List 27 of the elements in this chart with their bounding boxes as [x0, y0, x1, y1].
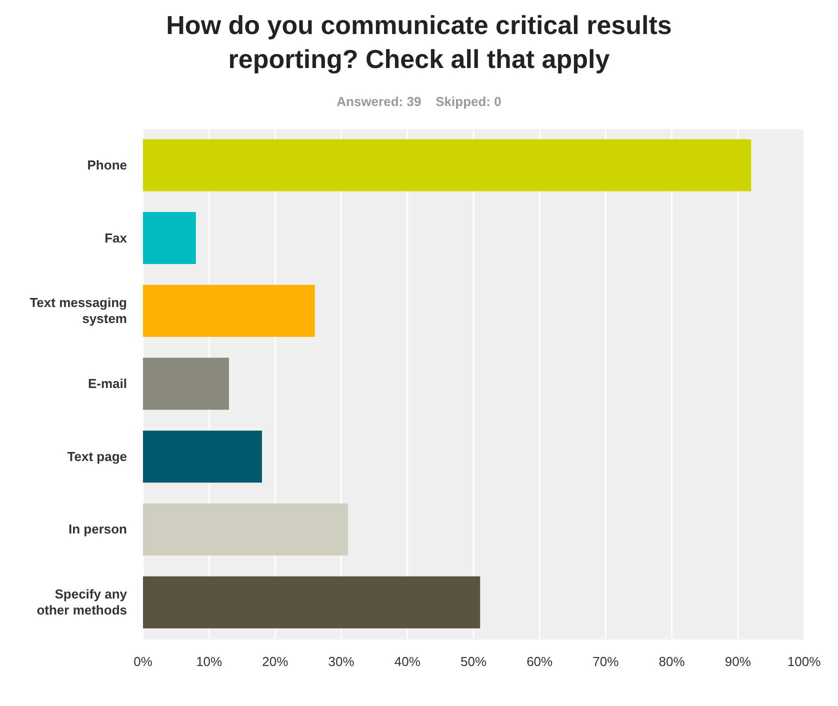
- chart-title: How do you communicate critical results reporting? Check all that apply: [165, 9, 673, 76]
- x-tick-label: 90%: [724, 654, 752, 670]
- y-tick-label: Specify any other methods: [36, 586, 128, 618]
- bar: [143, 576, 480, 628]
- bar: [143, 430, 262, 483]
- bar: [143, 284, 315, 337]
- y-tick-label: Fax: [104, 230, 128, 246]
- x-tick-label: 50%: [460, 654, 487, 670]
- x-tick-label: 0%: [134, 654, 153, 670]
- bar: [143, 212, 196, 264]
- y-tick-label: Text messaging system: [30, 295, 128, 326]
- bar: [143, 358, 229, 410]
- x-tick-label: 100%: [787, 654, 822, 670]
- x-tick-label: 40%: [394, 654, 421, 670]
- chart-subtitle: Answered: 39 Skipped: 0: [336, 94, 502, 109]
- x-tick-label: 20%: [262, 654, 289, 670]
- y-tick-label: Phone: [87, 157, 127, 172]
- x-tick-label: 60%: [526, 654, 554, 670]
- y-tick-label: E-mail: [88, 376, 127, 391]
- x-tick-label: 30%: [328, 654, 355, 670]
- x-tick-label: 70%: [592, 654, 620, 670]
- x-tick-label: 80%: [658, 654, 686, 670]
- y-tick-label: In person: [68, 522, 128, 537]
- bar: [143, 139, 752, 192]
- bar: [143, 503, 348, 556]
- y-tick-label: Text page: [67, 448, 127, 464]
- x-tick-label: 10%: [196, 654, 223, 670]
